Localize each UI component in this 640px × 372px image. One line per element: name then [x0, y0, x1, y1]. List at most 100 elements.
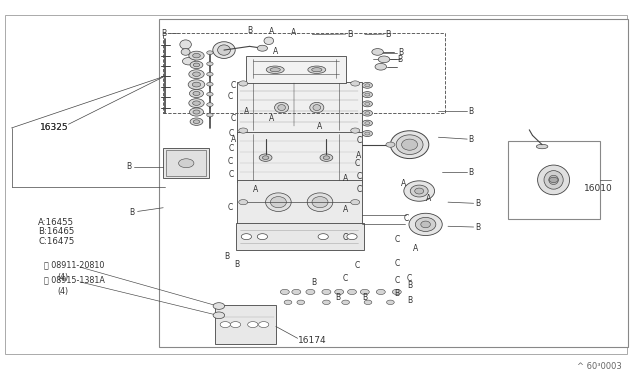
Circle shape: [365, 112, 370, 115]
Ellipse shape: [312, 68, 322, 72]
Ellipse shape: [307, 193, 333, 211]
Text: B: B: [468, 168, 474, 177]
Text: 16325: 16325: [40, 124, 68, 132]
Circle shape: [193, 120, 200, 124]
Circle shape: [189, 89, 204, 97]
Bar: [166, 150, 206, 176]
Text: A: A: [426, 194, 431, 203]
Circle shape: [182, 58, 195, 65]
Circle shape: [220, 322, 230, 327]
Circle shape: [320, 154, 333, 161]
Circle shape: [351, 128, 360, 133]
Ellipse shape: [270, 196, 287, 208]
Bar: [246, 56, 346, 83]
Text: B: B: [347, 30, 353, 39]
Circle shape: [365, 93, 370, 96]
Text: C: C: [407, 274, 412, 283]
Bar: [237, 81, 362, 134]
Circle shape: [257, 234, 268, 240]
Ellipse shape: [218, 45, 230, 55]
Circle shape: [306, 289, 315, 295]
Circle shape: [362, 82, 372, 88]
Text: A: A: [244, 107, 249, 116]
Ellipse shape: [544, 171, 563, 189]
Text: A: A: [343, 205, 348, 214]
Circle shape: [259, 154, 272, 161]
Text: B: B: [394, 289, 399, 298]
Text: C:16475: C:16475: [38, 237, 75, 246]
Circle shape: [190, 118, 203, 125]
Ellipse shape: [396, 135, 423, 154]
Text: C: C: [355, 159, 360, 168]
Text: ⓞ 08915-1381A: ⓞ 08915-1381A: [44, 276, 105, 285]
Text: A: A: [273, 48, 278, 57]
Text: C: C: [229, 144, 234, 153]
Circle shape: [230, 322, 241, 327]
Circle shape: [280, 289, 289, 295]
Bar: [159, 19, 628, 347]
Circle shape: [365, 102, 370, 105]
Text: B: B: [225, 252, 230, 261]
Circle shape: [193, 63, 200, 67]
Text: C: C: [357, 185, 362, 194]
Ellipse shape: [312, 196, 328, 208]
Circle shape: [241, 234, 252, 240]
Ellipse shape: [402, 139, 418, 150]
Circle shape: [365, 122, 370, 125]
Text: B: B: [129, 208, 134, 217]
Circle shape: [207, 51, 213, 55]
Circle shape: [292, 289, 301, 295]
Text: A: A: [356, 151, 361, 160]
Text: B: B: [247, 26, 252, 35]
Circle shape: [179, 159, 194, 168]
Text: A:16455: A:16455: [38, 218, 74, 227]
Text: C: C: [394, 235, 399, 244]
Text: (4): (4): [58, 288, 68, 296]
Circle shape: [193, 92, 200, 96]
Circle shape: [376, 289, 385, 295]
Bar: [215, 305, 276, 344]
Ellipse shape: [390, 131, 429, 158]
Circle shape: [387, 300, 394, 305]
Text: 16174: 16174: [298, 336, 326, 344]
Ellipse shape: [549, 175, 559, 185]
Circle shape: [335, 289, 344, 295]
Circle shape: [364, 300, 372, 305]
Circle shape: [259, 322, 269, 327]
Text: (4): (4): [58, 273, 68, 282]
Text: 16010: 16010: [584, 183, 613, 193]
Circle shape: [207, 62, 213, 65]
Circle shape: [323, 300, 330, 305]
Circle shape: [262, 156, 269, 160]
Circle shape: [193, 101, 200, 105]
Bar: [508, 141, 600, 219]
Text: B: B: [475, 199, 480, 208]
Circle shape: [193, 54, 200, 58]
Circle shape: [378, 56, 390, 63]
Circle shape: [239, 199, 248, 205]
Text: B: B: [311, 278, 316, 287]
Ellipse shape: [415, 217, 436, 231]
Text: B:16465: B:16465: [38, 227, 75, 236]
Text: B: B: [468, 107, 474, 116]
Circle shape: [193, 72, 200, 76]
Ellipse shape: [409, 213, 442, 235]
Text: B: B: [362, 293, 367, 302]
Circle shape: [360, 289, 369, 295]
Circle shape: [362, 101, 372, 107]
Circle shape: [257, 45, 268, 51]
Ellipse shape: [275, 102, 289, 113]
Text: C: C: [229, 170, 234, 179]
Bar: [237, 180, 362, 224]
Text: C: C: [229, 129, 234, 138]
Circle shape: [348, 289, 356, 295]
Ellipse shape: [308, 66, 326, 73]
Text: B: B: [385, 30, 391, 39]
Bar: [163, 33, 445, 113]
Text: B: B: [398, 48, 403, 57]
Ellipse shape: [270, 68, 280, 72]
Ellipse shape: [264, 37, 274, 45]
Circle shape: [189, 108, 204, 116]
Text: 16325: 16325: [40, 124, 68, 132]
Circle shape: [189, 70, 204, 78]
